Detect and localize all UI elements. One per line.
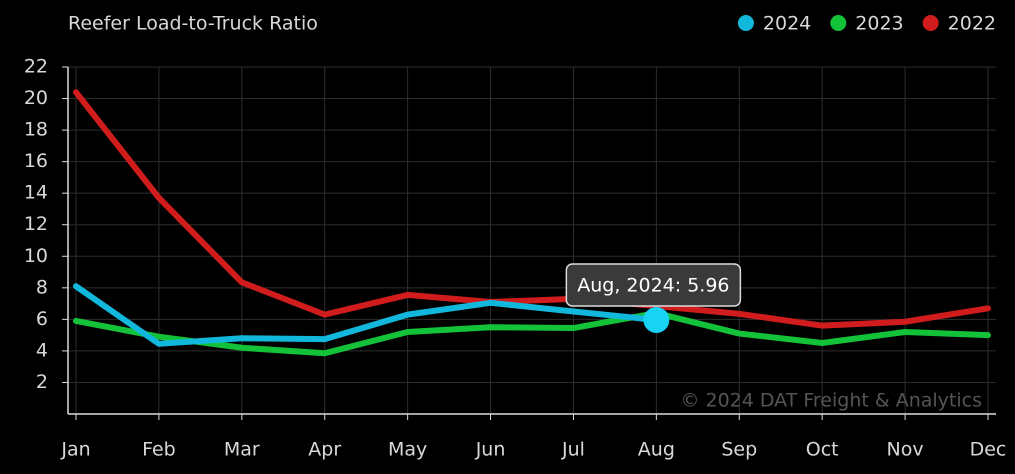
highlight-point <box>643 306 670 333</box>
x-tick-label: Apr <box>308 439 341 461</box>
series-line <box>73 310 991 357</box>
x-tick-label: Mar <box>224 439 260 461</box>
legend-swatch <box>922 15 939 31</box>
y-tick-label: 16 <box>24 150 48 172</box>
chart-title: Reefer Load-to-Truck Ratio <box>68 13 318 35</box>
x-tick-label: Jul <box>561 439 585 461</box>
x-tick-label: Aug <box>638 439 675 461</box>
x-tick-label: Dec <box>970 439 1007 461</box>
y-tick-label: 14 <box>24 182 48 204</box>
x-tick-label: Nov <box>887 439 924 461</box>
x-tick-label: Sep <box>721 439 757 461</box>
tooltip-text: Aug, 2024: 5.96 <box>577 274 729 296</box>
series-line <box>73 89 991 329</box>
y-tick-label: 10 <box>24 245 48 267</box>
legend-label: 2023 <box>855 13 903 35</box>
x-tick-label: Feb <box>142 439 176 461</box>
tooltip-box <box>565 263 742 307</box>
series-line <box>73 283 660 347</box>
x-tick-label: Jan <box>60 439 90 461</box>
credit: © 2024 DAT Freight & Analytics <box>680 390 982 412</box>
x-tick-label: May <box>388 439 427 461</box>
y-tick-label: 8 <box>36 276 48 298</box>
y-tick-label: 22 <box>24 56 48 78</box>
y-tick-label: 12 <box>24 213 48 235</box>
legend: 2022 2023 2024 <box>737 13 996 35</box>
x-tick-label: Jun <box>475 439 506 461</box>
y-tick-label: 18 <box>24 119 48 141</box>
y-tick-label: 2 <box>36 371 48 393</box>
y-tick-label: 4 <box>36 339 48 361</box>
y-tick-label: 20 <box>24 87 48 109</box>
x-tick-label: Oct <box>806 439 839 461</box>
legend-swatch <box>830 15 847 31</box>
y-tick-label: 6 <box>36 308 48 330</box>
legend-label: 2022 <box>948 13 996 35</box>
legend-swatch <box>737 15 754 31</box>
legend-label: 2024 <box>763 13 811 35</box>
